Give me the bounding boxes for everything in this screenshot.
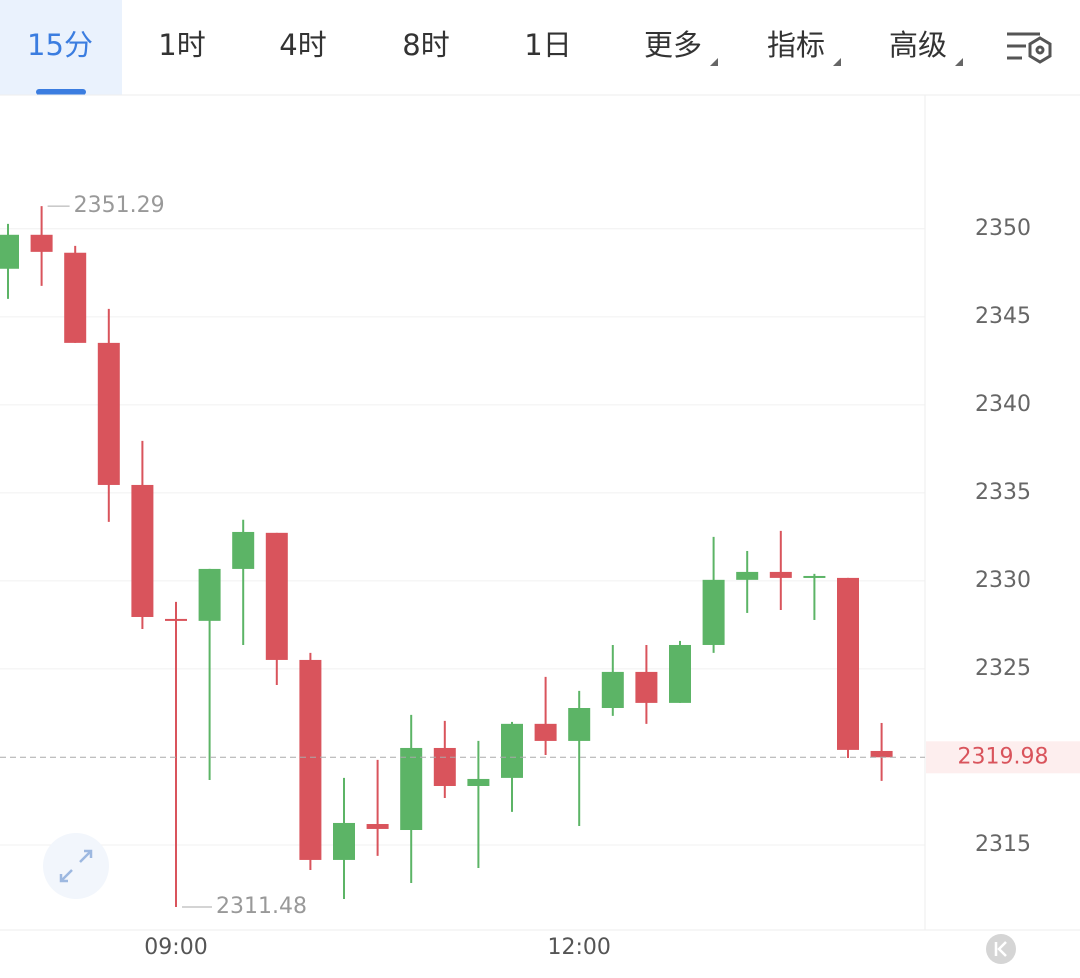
y-tick-label: 2345 xyxy=(975,304,1031,329)
candle-body xyxy=(97,342,120,485)
candle-body xyxy=(400,747,423,831)
candle-body xyxy=(803,575,826,578)
candle-body xyxy=(669,644,691,703)
candle-body xyxy=(870,750,893,758)
high-label: 2351.29 xyxy=(74,193,165,218)
candle-body xyxy=(131,484,154,617)
y-tick-label: 2335 xyxy=(975,480,1031,505)
candle-body xyxy=(837,577,859,750)
candle-body xyxy=(769,571,792,578)
x-tick-label: 09:00 xyxy=(144,935,207,960)
candle-body xyxy=(534,723,557,741)
low-label: 2311.48 xyxy=(216,894,307,919)
tab-label[interactable]: 更多 xyxy=(644,28,702,62)
tab-label[interactable]: 指标 xyxy=(767,28,825,62)
candle-body xyxy=(232,531,255,569)
candle-body xyxy=(333,822,355,860)
active-tab-underline xyxy=(36,89,86,95)
candle-body xyxy=(64,252,87,343)
candle-body xyxy=(568,708,591,741)
tab-label[interactable]: 15分 xyxy=(27,28,93,62)
candle-body xyxy=(601,671,624,709)
candle-body xyxy=(198,568,221,621)
scroll-end-icon xyxy=(994,941,1007,957)
y-tick-label: 2315 xyxy=(975,832,1031,857)
candle-body xyxy=(366,824,389,829)
dropdown-marker xyxy=(955,58,963,66)
tab-label[interactable]: 1时 xyxy=(158,28,205,62)
y-tick-label: 2325 xyxy=(975,656,1031,681)
candle-body xyxy=(165,618,187,621)
tab-label[interactable]: 4时 xyxy=(279,28,326,62)
x-tick-label: 12:00 xyxy=(547,935,610,960)
candle-body xyxy=(635,671,658,703)
candle-body xyxy=(736,571,759,580)
candle-body xyxy=(467,778,490,786)
candle-body xyxy=(30,234,53,252)
y-tick-label: 2330 xyxy=(975,568,1031,593)
tab-label[interactable]: 1日 xyxy=(524,28,571,62)
y-tick-label: 2350 xyxy=(975,216,1031,241)
expand-icon xyxy=(59,849,93,883)
candle-body xyxy=(0,234,19,269)
active-tab-bg xyxy=(0,0,122,95)
candle-body xyxy=(265,532,288,660)
expand-button[interactable] xyxy=(43,833,109,899)
candle-body xyxy=(299,659,322,860)
candle-body xyxy=(702,579,725,645)
dropdown-marker xyxy=(710,58,718,66)
last-price-bg xyxy=(926,741,1080,774)
last-price-label: 2319.98 xyxy=(958,744,1049,769)
settings-icon[interactable] xyxy=(1007,32,1052,64)
scroll-end-button[interactable] xyxy=(986,934,1016,964)
y-tick-label: 2340 xyxy=(975,392,1031,417)
tab-label[interactable]: 8时 xyxy=(402,28,449,62)
dropdown-marker xyxy=(833,58,841,66)
candle-body xyxy=(433,747,456,786)
candle-body xyxy=(501,723,523,778)
tab-label[interactable]: 高级 xyxy=(889,28,947,62)
